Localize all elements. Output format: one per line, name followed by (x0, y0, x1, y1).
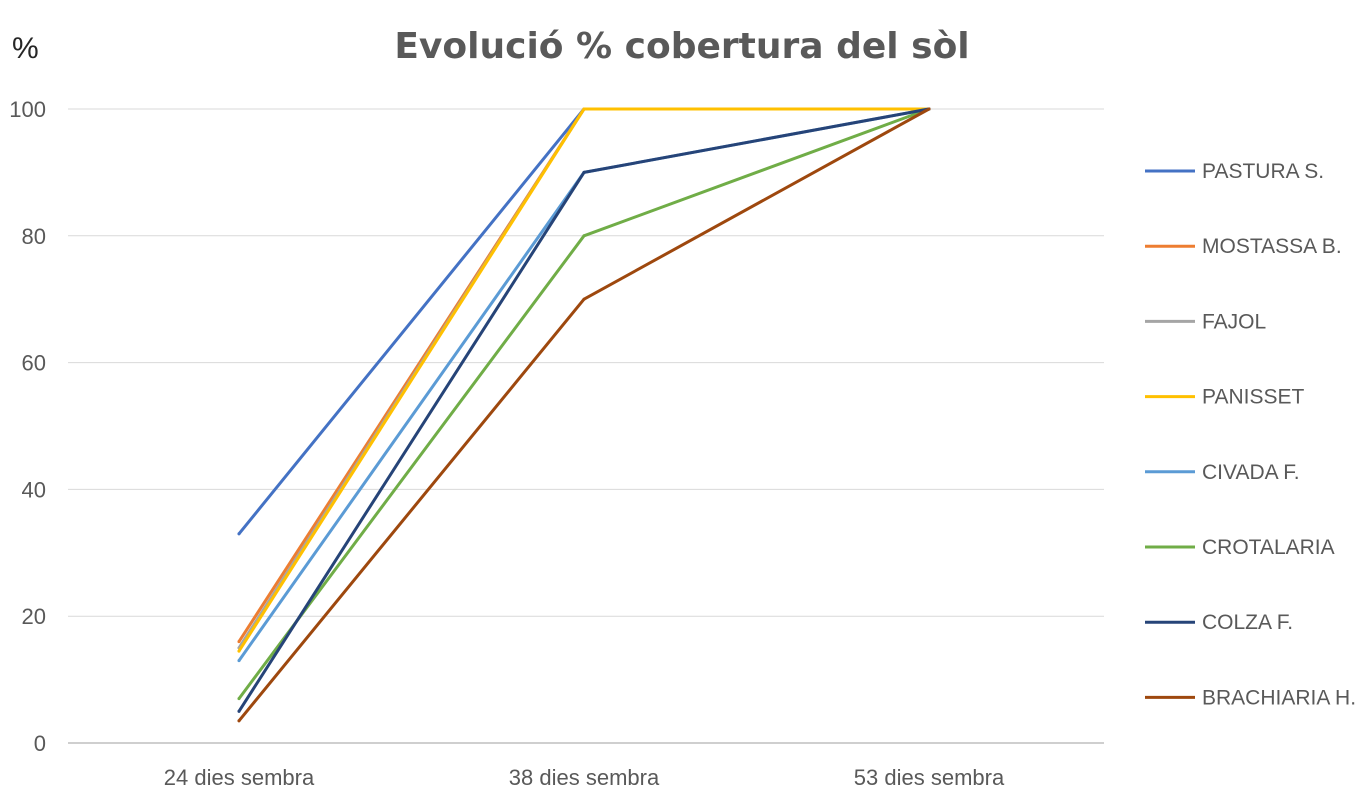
y-axis-unit-label: % (12, 32, 39, 65)
data-point-colza-f-2 (582, 170, 586, 174)
legend-label: MOSTASSA B. (1202, 235, 1342, 258)
x-tick-label-2: 38 dies sembra (509, 765, 660, 790)
data-point-panisset-2 (582, 107, 586, 111)
series-line-panisset (237, 107, 931, 653)
legend-label: COLZA F. (1202, 611, 1293, 634)
data-point-panisset-1 (237, 649, 241, 653)
data-point-crotalaria-2 (582, 234, 586, 238)
data-point-brachiaria-h-3 (927, 107, 931, 111)
series-line-crotalaria (237, 107, 931, 701)
series-lines (237, 107, 931, 723)
data-point-crotalaria-1 (237, 697, 241, 701)
legend-item-brachiaria-h: BRACHIARIA H. (1145, 686, 1356, 709)
y-axis-ticks: 0 20 40 60 80 100 (9, 97, 46, 756)
series-line-brachiaria-h (237, 107, 931, 723)
legend-item-pastura-s: PASTURA S. (1145, 160, 1324, 183)
x-axis-ticks: 24 dies sembra 38 dies sembra 53 dies semb… (164, 765, 1005, 790)
chart-title: Evolució % cobertura del sòl (394, 26, 969, 67)
data-point-pastura-s-1 (237, 532, 241, 536)
legend: PASTURA S. MOSTASSA B. FAJOL PANISSET CIVADA… (1145, 160, 1356, 709)
x-tick-label-1: 24 dies sembra (164, 765, 315, 790)
gridlines (68, 108, 1104, 744)
data-point-brachiaria-h-1 (237, 719, 241, 723)
series-line-colza-f (237, 107, 931, 713)
legend-item-crotalaria: CROTALARIA (1145, 536, 1335, 559)
legend-item-fajol: FAJOL (1145, 310, 1266, 333)
y-tick-label-40: 40 (22, 477, 46, 502)
data-point-civada-f-1 (237, 659, 241, 663)
data-point-colza-f-1 (237, 709, 241, 713)
legend-item-civada-f: CIVADA F. (1145, 461, 1300, 484)
legend-item-colza-f: COLZA F. (1145, 611, 1293, 634)
series-line-fajol (237, 107, 931, 650)
y-tick-label-100: 100 (9, 97, 46, 122)
y-tick-label-0: 0 (34, 731, 46, 756)
legend-label: CROTALARIA (1202, 536, 1335, 559)
legend-label: PANISSET (1202, 386, 1304, 409)
legend-label: CIVADA F. (1202, 461, 1300, 484)
x-tick-label-3: 53 dies sembra (854, 765, 1005, 790)
y-tick-label-60: 60 (22, 351, 46, 376)
y-tick-label-20: 20 (22, 604, 46, 629)
data-point-brachiaria-h-2 (582, 297, 586, 301)
legend-label: FAJOL (1202, 310, 1266, 333)
y-tick-label-80: 80 (22, 224, 46, 249)
legend-item-mostassa-b: MOSTASSA B. (1145, 235, 1342, 258)
legend-label: BRACHIARIA H. (1202, 686, 1356, 709)
series-line-civada-f (237, 107, 931, 663)
legend-item-panisset: PANISSET (1145, 386, 1304, 409)
legend-label: PASTURA S. (1202, 160, 1324, 183)
data-point-mostassa-b-1 (237, 640, 241, 644)
